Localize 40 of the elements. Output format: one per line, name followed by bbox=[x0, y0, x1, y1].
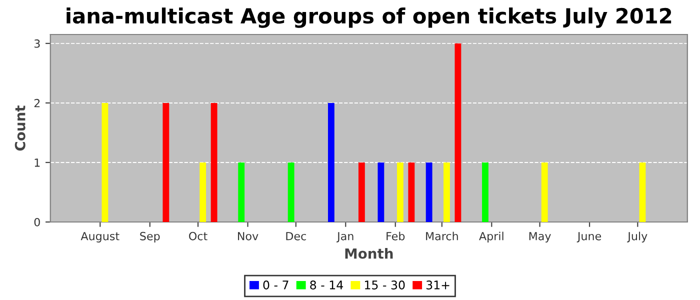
bar bbox=[162, 102, 170, 222]
bar bbox=[408, 162, 415, 222]
x-tick-label: August bbox=[80, 232, 120, 242]
bar bbox=[210, 102, 218, 222]
legend-label: 31+ bbox=[426, 280, 450, 290]
bar bbox=[288, 162, 294, 222]
y-tick-label: 0 bbox=[34, 218, 40, 226]
bar bbox=[200, 162, 206, 222]
x-tick-label: June bbox=[576, 232, 602, 242]
bar bbox=[396, 162, 404, 222]
bar bbox=[482, 162, 488, 222]
bar bbox=[444, 162, 450, 222]
chart-title: iana-multicast Age groups of open tickets July 2012 bbox=[66, 8, 672, 28]
bar bbox=[378, 162, 384, 222]
bar bbox=[426, 162, 432, 222]
bar bbox=[454, 43, 462, 222]
x-tick-label: March bbox=[426, 232, 458, 240]
x-tick-label: Nov bbox=[238, 232, 258, 240]
y-tick-label: 3 bbox=[34, 39, 40, 48]
y-axis-title: Count bbox=[14, 105, 26, 151]
x-tick-label: Dec bbox=[286, 232, 306, 240]
bar bbox=[358, 162, 365, 222]
bar bbox=[102, 102, 108, 222]
bar bbox=[639, 162, 646, 222]
bar bbox=[238, 162, 245, 222]
bar bbox=[541, 162, 548, 222]
y-tick-label: 2 bbox=[34, 98, 40, 108]
legend-label: 0 - 7 bbox=[263, 280, 288, 290]
bar bbox=[328, 102, 334, 222]
x-tick-label: Jan bbox=[336, 232, 354, 242]
x-tick-label: Sep bbox=[140, 232, 160, 242]
x-tick-label: May bbox=[529, 232, 551, 242]
x-tick-label: Oct bbox=[189, 232, 208, 240]
x-axis-title: Month bbox=[345, 248, 393, 259]
x-tick-label: Feb bbox=[386, 232, 405, 240]
y-tick-label: 1 bbox=[34, 158, 40, 167]
x-tick-label: April bbox=[479, 232, 504, 242]
legend-label: 8 - 14 bbox=[310, 280, 343, 290]
x-tick-label: July bbox=[627, 232, 648, 242]
legend-label: 15 - 30 bbox=[365, 280, 405, 290]
